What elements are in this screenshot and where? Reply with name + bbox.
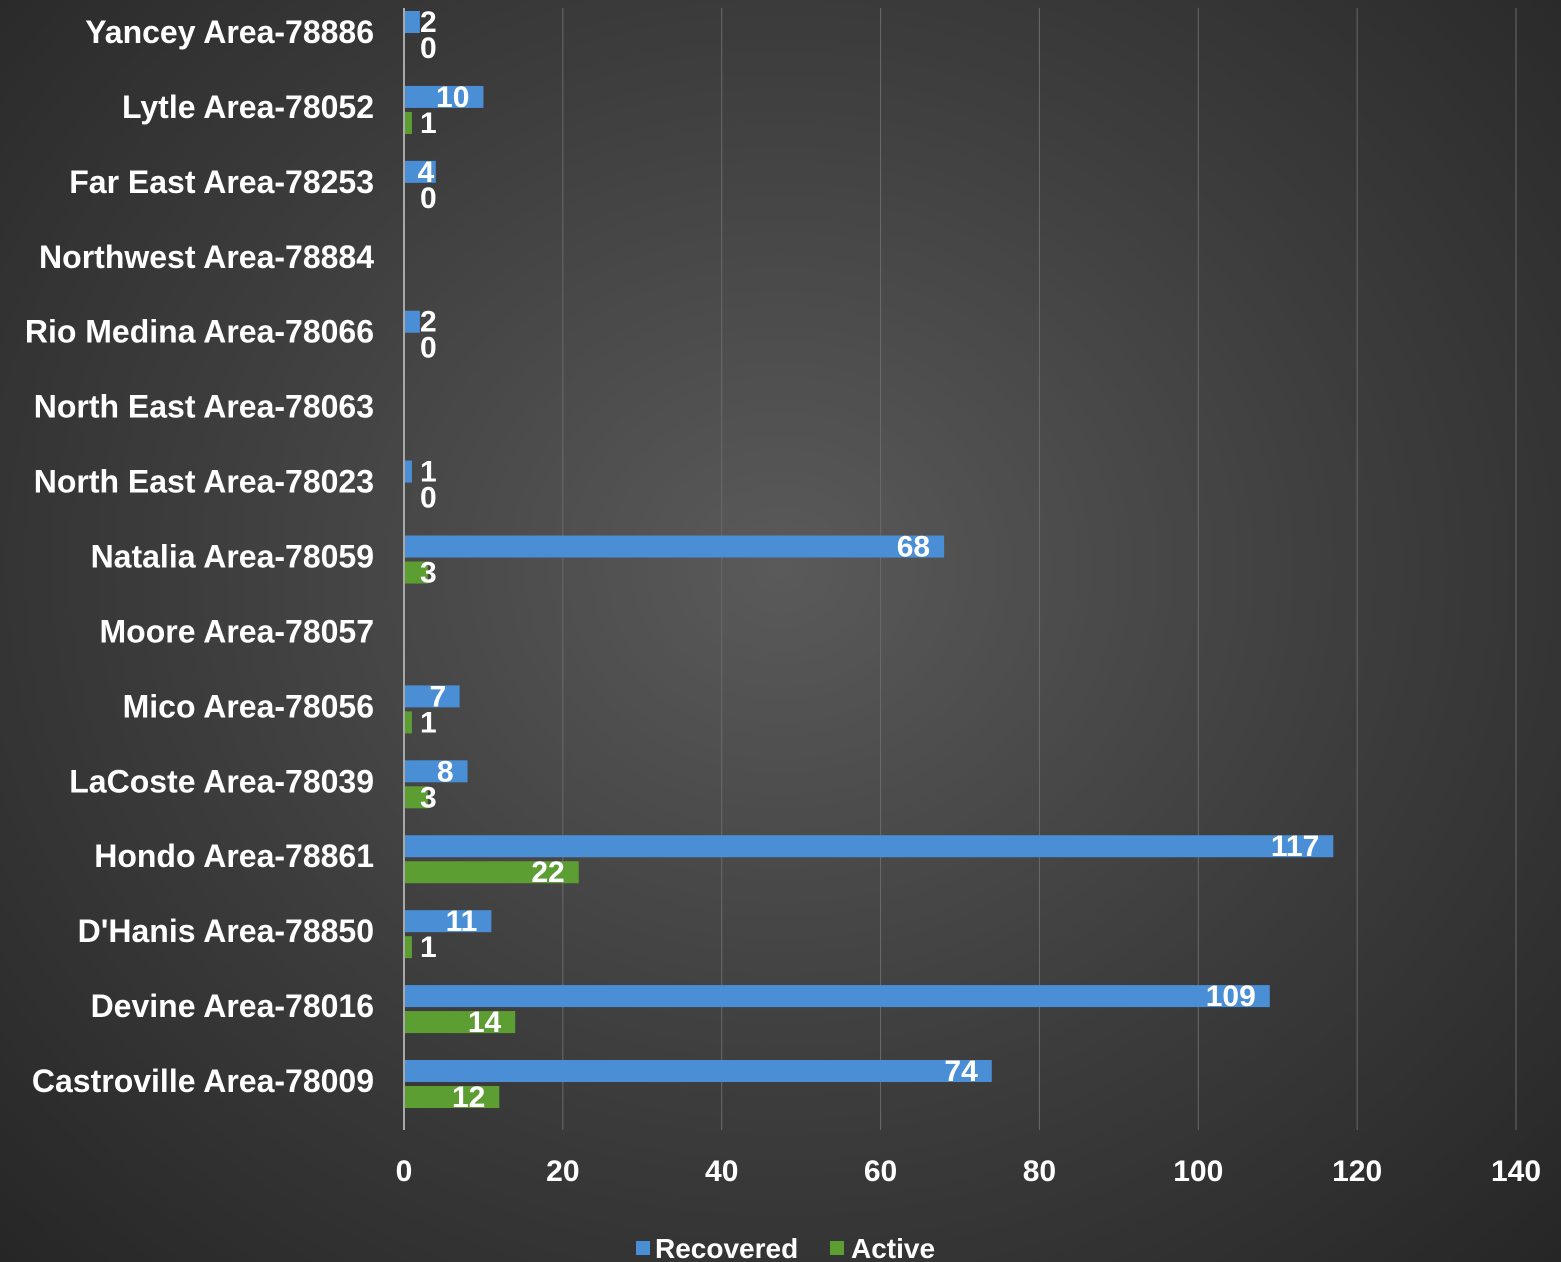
value-label-recovered: 74 — [944, 1055, 978, 1088]
bar-recovered — [404, 760, 468, 783]
value-label-active: 0 — [420, 182, 437, 215]
category-label: Northwest Area-78884 — [39, 239, 374, 275]
bar-recovered — [404, 85, 484, 108]
bar-recovered — [404, 685, 460, 708]
legend-label-active: Active — [851, 1233, 935, 1262]
value-label-active: 0 — [420, 482, 437, 515]
bar-active — [404, 111, 412, 134]
category-label: Far East Area-78253 — [69, 164, 374, 200]
bar-recovered — [404, 835, 1334, 858]
category-label: Mico Area-78056 — [123, 688, 374, 724]
x-tick-label-60: 60 — [864, 1155, 897, 1188]
x-tick-label-100: 100 — [1173, 1155, 1223, 1188]
category-label: LaCoste Area-78039 — [69, 763, 374, 799]
x-tick-label-80: 80 — [1023, 1155, 1056, 1188]
value-label-active: 3 — [420, 781, 437, 814]
value-label-recovered: 2 — [420, 6, 437, 39]
category-label: Lytle Area-78052 — [122, 89, 374, 125]
value-label-recovered: 4 — [418, 156, 435, 189]
bar-recovered — [404, 985, 1270, 1008]
bar-active — [404, 786, 428, 809]
category-label: Natalia Area-78059 — [91, 539, 374, 575]
x-tick-label-120: 120 — [1332, 1155, 1382, 1188]
bar-active — [404, 711, 412, 734]
bar-recovered — [404, 1060, 992, 1083]
bar-active — [404, 561, 428, 584]
value-label-recovered: 117 — [1271, 830, 1319, 863]
category-label: D'Hanis Area-78850 — [78, 913, 374, 949]
legend-label-recovered: Recovered — [655, 1233, 798, 1262]
value-label-recovered: 11 — [446, 905, 478, 938]
value-label-recovered: 1 — [420, 456, 437, 489]
bar-recovered — [404, 11, 420, 33]
x-tick-label-20: 20 — [546, 1155, 579, 1188]
value-label-active: 0 — [420, 332, 437, 365]
legend-swatch-recovered — [636, 1241, 650, 1255]
value-label-active: 3 — [420, 557, 437, 590]
value-label-active: 14 — [468, 1006, 502, 1039]
category-label: North East Area-78063 — [34, 389, 374, 425]
value-label-active: 1 — [420, 107, 437, 140]
grid-lines — [562, 8, 1517, 1130]
x-tick-label-40: 40 — [705, 1155, 738, 1188]
value-label-active: 12 — [452, 1081, 485, 1114]
category-label: Moore Area-78057 — [100, 613, 375, 649]
value-label-recovered: 68 — [897, 531, 930, 564]
category-label: Castroville Area-78009 — [32, 1063, 374, 1099]
legend-swatch-active — [830, 1241, 844, 1255]
category-label: Hondo Area-78861 — [94, 838, 374, 874]
bar-active — [404, 1011, 516, 1034]
bar-recovered — [404, 160, 436, 183]
category-label: Yancey Area-78886 — [85, 14, 374, 50]
value-label-active: 22 — [531, 856, 564, 889]
value-label-recovered: 8 — [437, 755, 454, 788]
bars — [404, 11, 1334, 1109]
value-label-recovered: 109 — [1206, 980, 1256, 1013]
bar-recovered — [404, 460, 412, 483]
bar-active — [404, 1086, 500, 1109]
value-label-recovered: 10 — [436, 81, 469, 114]
category-label: North East Area-78023 — [34, 464, 374, 500]
x-tick-label-0: 0 — [396, 1155, 413, 1188]
bar-recovered — [404, 535, 945, 558]
bar-active — [404, 861, 579, 884]
category-label: Rio Medina Area-78066 — [25, 314, 374, 350]
value-label-active: 1 — [420, 706, 437, 739]
bar-recovered — [404, 310, 420, 333]
value-label-active: 1 — [420, 931, 437, 964]
value-label-recovered: 2 — [420, 306, 437, 339]
bar-recovered — [404, 910, 492, 933]
category-label: Devine Area-78016 — [91, 988, 374, 1024]
legend: Recovered Active — [636, 1233, 935, 1262]
value-label-recovered: 7 — [429, 680, 446, 713]
value-label-active: 0 — [420, 32, 437, 65]
x-tick-label-140: 140 — [1491, 1155, 1541, 1188]
bar-active — [404, 936, 412, 959]
